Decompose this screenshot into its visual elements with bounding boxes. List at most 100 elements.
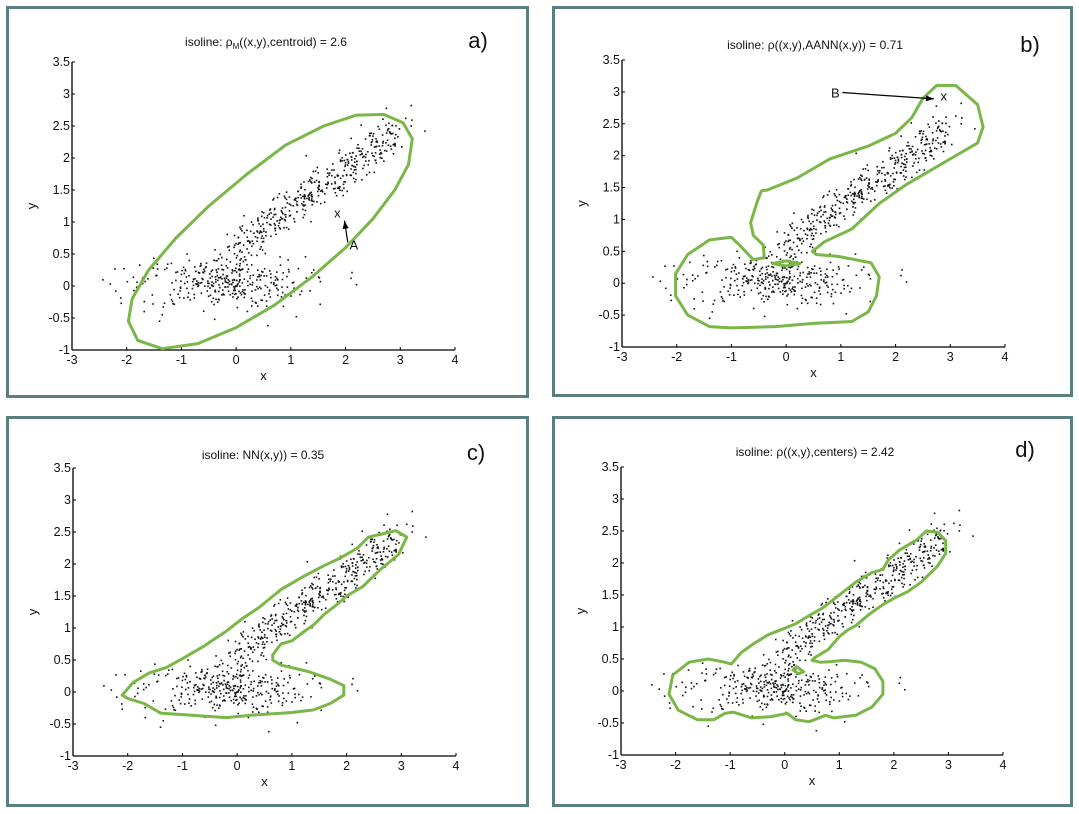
scatter-point [843,288,845,290]
scatter-point [899,564,901,566]
scatter-point [810,676,813,678]
scatter-point [749,262,751,265]
scatter-point [824,625,827,627]
scatter-point [382,540,385,542]
scatter-point [801,637,804,640]
scatter-point [376,568,379,570]
scatter-point [260,299,262,301]
scatter-point [721,279,723,281]
scatter-point [288,210,291,212]
scatter-point [270,615,272,617]
scatter-point [232,270,234,272]
scatter-point [900,153,903,156]
scatter-point [222,684,224,686]
y-tick-label: 0.5 [53,247,70,261]
scatter-point [822,612,825,615]
scatter-point [305,594,307,597]
scatter-point [318,185,320,188]
scatter-point [265,275,268,277]
scatter-point [852,603,854,605]
scatter-point [826,274,828,277]
scatter-point [284,216,287,218]
scatter-point [302,201,305,203]
scatter-point [806,237,808,240]
scatter-point [811,232,813,235]
scatter-point [828,219,831,222]
scatter-point [830,293,833,295]
scatter-point [226,275,229,277]
scatter-point [233,676,235,678]
scatter-point [782,692,784,695]
scatter-point [764,664,767,667]
scatter-point [808,630,811,632]
y-tick-label: 0 [63,279,70,293]
scatter-point [218,290,220,293]
scatter-point [201,687,204,690]
scatter-point [305,154,308,157]
scatter-point [379,149,381,151]
scatter-point [814,680,816,682]
x-tick-label: -1 [726,350,737,364]
scatter-point [284,624,287,627]
scatter-point [827,286,829,288]
scatter-point [843,284,845,287]
scatter-point [166,673,169,675]
scatter-point [280,209,283,212]
scatter-point [282,623,285,626]
scatter-point [151,294,154,296]
scatter-point [860,192,863,195]
scatter-point [170,298,173,301]
scatter-point [941,548,944,550]
scatter-point [115,674,117,676]
scatter-point [395,551,397,553]
scatter-point [804,635,807,637]
scatter-point [752,307,755,310]
scatter-point [659,280,662,283]
scatter-point [733,279,736,282]
scatter-point [238,275,241,277]
scatter-point [921,136,924,139]
scatter-point [288,196,291,198]
scatter-point [240,293,243,296]
scatter-point [303,197,306,199]
scatter-point [853,194,856,197]
scatter-point [820,604,823,606]
scatter-point [123,267,125,270]
y-tick-label: 0.5 [602,652,619,666]
scatter-point [185,675,188,678]
scatter-point [796,245,798,248]
scatter-point [229,293,232,296]
scatter-point [798,635,801,638]
scatter-point [222,293,224,295]
scatter-point [837,601,839,603]
scatter-point [880,180,883,183]
scatter-point [693,298,696,300]
scatter-point [360,150,362,153]
scatter-point [277,289,279,291]
scatter-point [267,627,269,630]
scatter-point [860,575,863,578]
scatter-point [270,235,272,238]
scatter-point [283,678,285,680]
scatter-point [363,155,365,158]
scatter-point [371,547,374,550]
scatter-point [785,701,788,704]
scatter-point [301,592,304,594]
scatter-point [164,708,167,711]
scatter-point [238,264,241,267]
scatter-point [343,589,346,592]
scatter-point [214,724,217,727]
scatter-point [240,655,243,658]
scatter-point [934,555,936,557]
scatter-point [806,227,808,230]
scatter-point [252,223,254,226]
scatter-point [708,317,711,320]
scatter-point [252,242,255,245]
scatter-point [807,653,810,655]
scatter-point [820,279,823,281]
scatter-point [736,697,739,699]
scatter-point [928,150,931,153]
scatter-point [911,151,913,153]
scatter-point [362,559,364,562]
scatter-point [826,268,828,271]
